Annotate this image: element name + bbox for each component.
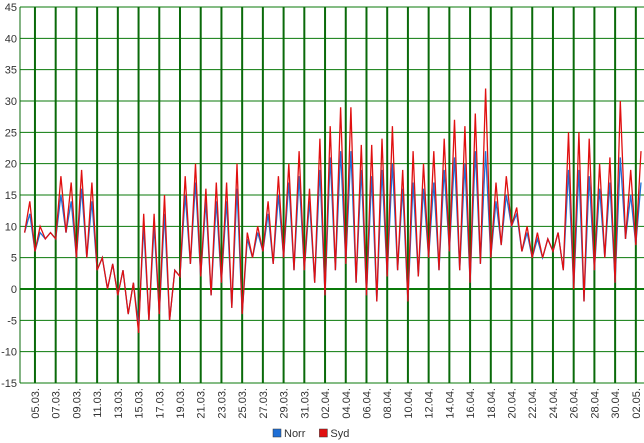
x-tick-label: 28.04. bbox=[589, 388, 601, 419]
series-line bbox=[23, 88, 642, 333]
x-tick-label: 02.04. bbox=[320, 388, 332, 419]
y-tick-label: 5 bbox=[11, 253, 17, 265]
legend-label: Syd bbox=[330, 428, 349, 440]
legend-swatch bbox=[272, 428, 282, 438]
x-tick-label: 11.03. bbox=[92, 388, 104, 418]
x-tick-label: 04.04. bbox=[341, 388, 353, 419]
x-tick-label: 23.03. bbox=[216, 388, 228, 419]
y-tick-label: 45 bbox=[5, 2, 17, 14]
x-tick-label: 09.03. bbox=[71, 388, 83, 419]
x-tick-label: 27.03. bbox=[258, 388, 270, 419]
x-tick-label: 30.04. bbox=[610, 388, 622, 419]
x-tick-label: 17.03. bbox=[154, 388, 166, 419]
x-tick-label: 06.04. bbox=[361, 388, 373, 419]
x-tick-label: 24.04. bbox=[548, 388, 560, 419]
x-tick-label: 08.04. bbox=[382, 388, 394, 419]
y-tick-label: 15 bbox=[5, 190, 17, 202]
y-tick-label: 40 bbox=[5, 33, 17, 45]
y-tick-label: -5 bbox=[7, 315, 17, 327]
y-tick-label: 0 bbox=[11, 284, 17, 296]
x-tick-label: 19.03. bbox=[175, 388, 187, 419]
x-tick-label: 13.03. bbox=[113, 388, 125, 419]
x-tick-label: 20.04. bbox=[507, 388, 519, 419]
x-tick-label: 05.03. bbox=[30, 388, 42, 419]
x-tick-label: 12.04. bbox=[424, 388, 436, 419]
x-tick-label: 25.03. bbox=[237, 388, 249, 419]
y-tick-label: 10 bbox=[5, 221, 17, 233]
y-tick-label: 35 bbox=[5, 65, 17, 77]
x-tick-label: 31.03. bbox=[299, 388, 311, 419]
y-tick-label: -10 bbox=[1, 347, 17, 359]
x-tick-label: 07.03. bbox=[51, 388, 63, 419]
x-tick-label: 15.03. bbox=[134, 388, 146, 419]
x-tick-label: 29.03. bbox=[279, 388, 291, 419]
x-tick-label: 02.05. bbox=[631, 388, 643, 419]
legend-swatch bbox=[319, 428, 328, 438]
x-tick-label: 14.04. bbox=[444, 388, 456, 419]
x-tick-label: 22.04. bbox=[527, 388, 539, 419]
y-tick-label: 20 bbox=[5, 159, 17, 171]
x-tick-label: 18.04. bbox=[486, 388, 498, 419]
x-tick-label: 26.04. bbox=[569, 388, 581, 419]
x-tick-label: 21.03. bbox=[196, 388, 208, 419]
x-tick-label: 16.04. bbox=[465, 388, 477, 419]
legend-label: Norr bbox=[284, 428, 306, 440]
y-tick-label: 25 bbox=[5, 127, 17, 139]
x-tick-label: 10.04. bbox=[403, 388, 415, 419]
y-tick-label: 30 bbox=[5, 96, 17, 108]
y-tick-label: -15 bbox=[1, 378, 17, 390]
